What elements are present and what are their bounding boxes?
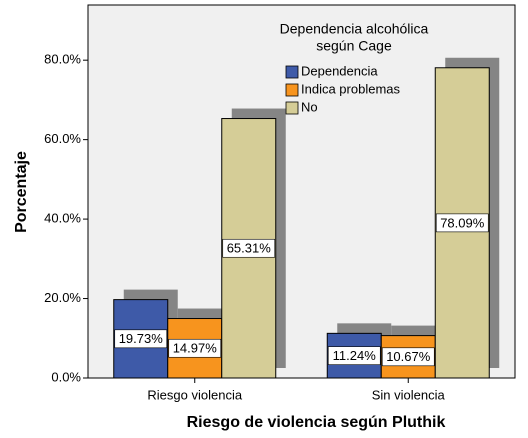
- legend-title: Dependencia alcohólica: [280, 21, 429, 37]
- legend-label: Dependencia: [301, 63, 378, 78]
- value-label: 65.31%: [227, 241, 272, 256]
- value-label: 11.24%: [333, 348, 377, 363]
- value-label-box: [114, 329, 168, 349]
- legend-label: No: [301, 99, 318, 114]
- x-axis-label: Riesgo de violencia según Pluthik: [187, 414, 446, 431]
- x-tick-label: Sin violencia: [372, 387, 446, 402]
- value-label-box: [222, 238, 276, 258]
- value-label-box: [435, 213, 489, 233]
- value-label: 10.67%: [386, 349, 431, 364]
- x-tick-label: Riesgo violencia: [147, 387, 242, 402]
- y-tick-label: 20.0%: [44, 290, 81, 305]
- y-axis-label: Porcentaje: [13, 151, 30, 233]
- y-tick-label: 40.0%: [44, 211, 81, 226]
- value-label-box: [168, 338, 222, 358]
- legend-swatch: [285, 65, 299, 79]
- y-tick-label: 60.0%: [44, 131, 81, 146]
- legend-title: según Cage: [316, 38, 392, 54]
- value-label: 14.97%: [173, 341, 218, 356]
- legend-swatch: [285, 101, 299, 115]
- legend-label: Indica problemas: [301, 81, 400, 96]
- legend-swatch: [285, 83, 299, 97]
- y-tick-label: 0.0%: [51, 369, 81, 384]
- y-tick-label: 80.0%: [44, 52, 81, 67]
- value-label: 78.09%: [440, 215, 485, 230]
- value-label: 19.73%: [119, 331, 164, 346]
- value-label-box: [327, 346, 381, 365]
- value-label-box: [381, 347, 435, 367]
